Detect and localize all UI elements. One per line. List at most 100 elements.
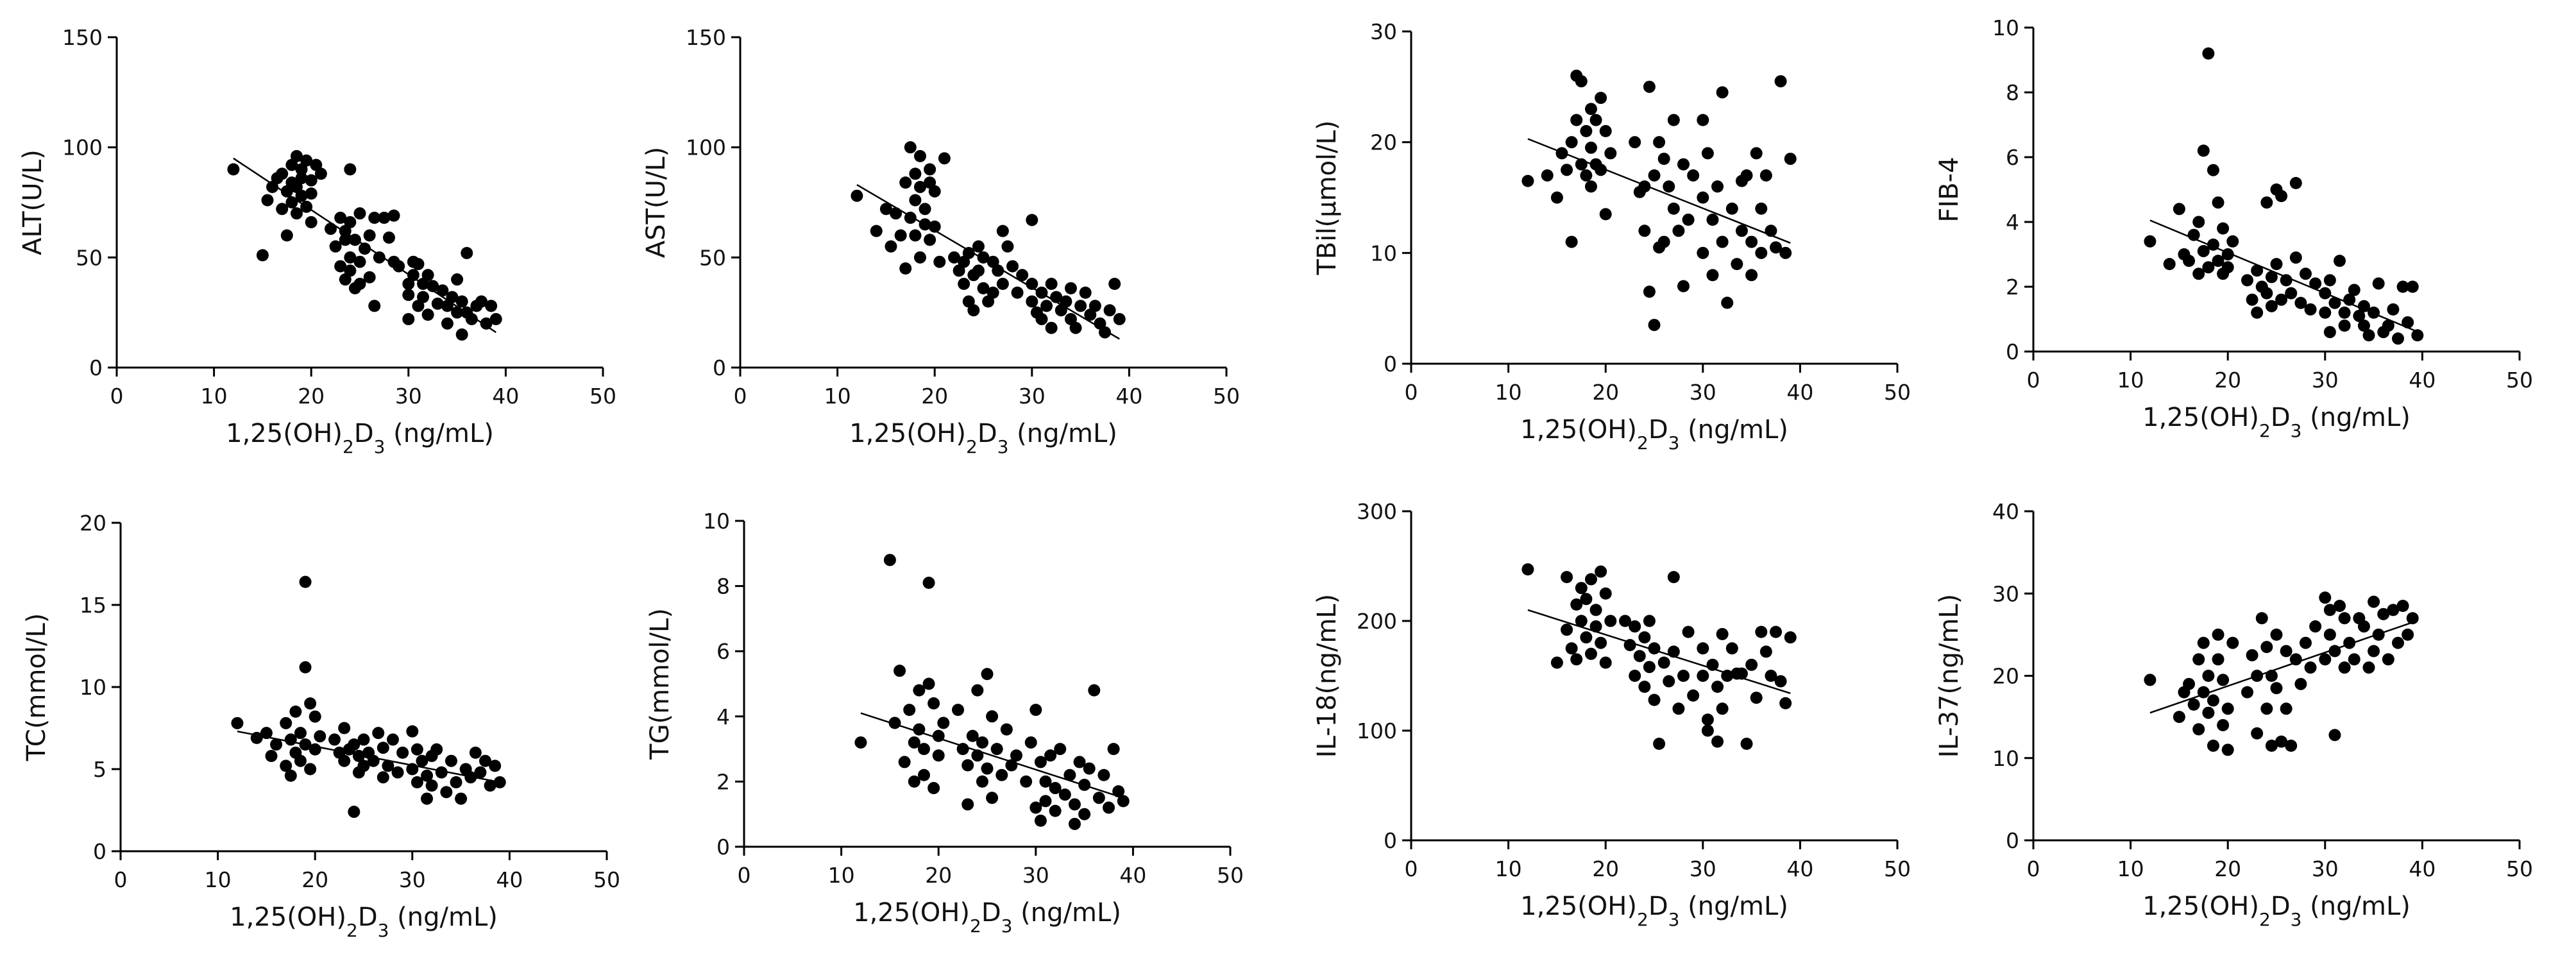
scatter-point: [1570, 114, 1583, 126]
x-axis-title: 1,25(OH)2D3 (ng/mL): [849, 419, 1117, 457]
scatter-point: [888, 717, 901, 729]
chart-panel-1: 0 10 20 30 40 50 0 50 100 150 1,25(OH)2D3 (ng/mL) A…: [18, 25, 616, 457]
scatter-point: [1638, 180, 1651, 193]
scatter-point: [1663, 180, 1675, 193]
scatter-point: [1765, 225, 1777, 237]
scatter-point: [1035, 312, 1048, 325]
scatter-point: [2192, 723, 2205, 736]
scatter-point: [417, 291, 430, 303]
scatter-point: [1623, 639, 1636, 652]
scatter-point: [922, 577, 935, 590]
scatter-point: [1584, 180, 1597, 193]
scatter-point: [1049, 782, 1062, 795]
scatter-point: [2411, 329, 2424, 342]
scatter-point: [2323, 604, 2336, 616]
scatter-point: [2387, 604, 2400, 616]
x-tick-label: 0: [1405, 380, 1418, 405]
scatter-point: [928, 697, 940, 709]
scatter-point: [2280, 274, 2292, 287]
y-tick-label: 0: [1384, 828, 1397, 853]
scatter-point: [2377, 607, 2390, 620]
scatter-point: [2348, 284, 2360, 296]
scatter-point: [299, 738, 312, 751]
scatter-point: [2275, 190, 2288, 203]
scatter-point: [928, 220, 941, 233]
scatter-point: [1701, 724, 1714, 737]
scatter-point: [294, 727, 307, 740]
scatter-point: [1677, 158, 1690, 171]
scatter-point: [480, 317, 493, 330]
scatter-point: [2368, 645, 2380, 658]
scatter-point: [484, 779, 496, 792]
scatter-point: [1619, 615, 1632, 627]
scatter-point: [2212, 653, 2224, 666]
x-tick-label: 50: [1884, 856, 1911, 881]
scatter-point: [2270, 258, 2283, 271]
scatter-point: [2241, 274, 2254, 287]
scatter-point: [2265, 271, 2278, 284]
scatter-point: [386, 733, 399, 746]
scatter-point: [1745, 658, 1758, 671]
x-tick-label: 0: [2027, 368, 2040, 393]
scatter-point: [387, 209, 400, 222]
x-tick-label: 30: [395, 384, 422, 409]
y-tick-label: 30: [1370, 19, 1397, 44]
scatter-point: [1677, 670, 1690, 682]
scatter-point: [1103, 304, 1116, 317]
x-tick-label: 40: [1119, 863, 1146, 888]
scatter-point: [455, 328, 468, 341]
scatter-point: [2304, 661, 2317, 674]
scatter-point: [1599, 656, 1612, 669]
scatter-point: [885, 240, 897, 253]
scatter-point: [1117, 795, 1130, 808]
y-axis-title: IL-37(ng/mL): [1935, 594, 1964, 758]
scatter-point: [2285, 287, 2298, 300]
scatter-point: [1716, 702, 1729, 715]
y-tick-label: 100: [1357, 718, 1397, 743]
scatter-point: [2392, 332, 2404, 345]
x-tick-label: 0: [1405, 856, 1418, 881]
x-axis-title: 1,25(OH)2D3 (ng/mL): [230, 903, 498, 941]
scatter-point: [280, 760, 292, 772]
scatter-point: [464, 771, 477, 784]
trend-line: [2149, 621, 2413, 714]
scatter-point: [883, 554, 896, 566]
scatter-point: [2323, 628, 2336, 641]
scatter-point: [1550, 656, 1563, 669]
scatter-point: [908, 775, 920, 788]
x-tick-label: 10: [205, 867, 232, 892]
scatter-point: [372, 727, 385, 740]
scatter-point: [1064, 282, 1077, 294]
scatter-point: [1589, 620, 1602, 633]
scatter-point: [913, 180, 926, 193]
scatter-point: [981, 762, 994, 775]
scatter-point: [2221, 702, 2234, 715]
y-axis-title: ALT(U/L): [18, 149, 47, 255]
scatter-point: [2323, 274, 2336, 287]
scatter-point: [329, 240, 342, 253]
x-tick-label: 20: [1592, 380, 1619, 405]
scatter-point: [2260, 196, 2273, 209]
scatter-point: [451, 306, 464, 319]
scatter-point: [2246, 649, 2258, 661]
scatter-point: [450, 776, 462, 788]
scatter-point: [1595, 636, 1607, 649]
scatter-point: [1020, 775, 1033, 788]
scatter-point: [1589, 604, 1602, 616]
scatter-point: [2319, 287, 2332, 300]
scatter-point: [2163, 258, 2176, 271]
scatter-point: [1682, 214, 1695, 226]
x-tick-label: 20: [298, 384, 325, 409]
y-tick-label: 50: [76, 245, 103, 270]
scatter-point: [1706, 214, 1719, 226]
scatter-point: [2289, 176, 2302, 189]
scatter-point: [436, 284, 449, 297]
scatter-point: [305, 216, 318, 228]
scatter-point: [1030, 801, 1042, 814]
scatter-point: [479, 754, 491, 767]
y-tick-label: 100: [686, 135, 726, 160]
scatter-point: [1759, 645, 1772, 658]
scatter-point: [2202, 670, 2215, 682]
scatter-point: [2265, 740, 2278, 752]
scatter-point: [1701, 713, 1714, 726]
